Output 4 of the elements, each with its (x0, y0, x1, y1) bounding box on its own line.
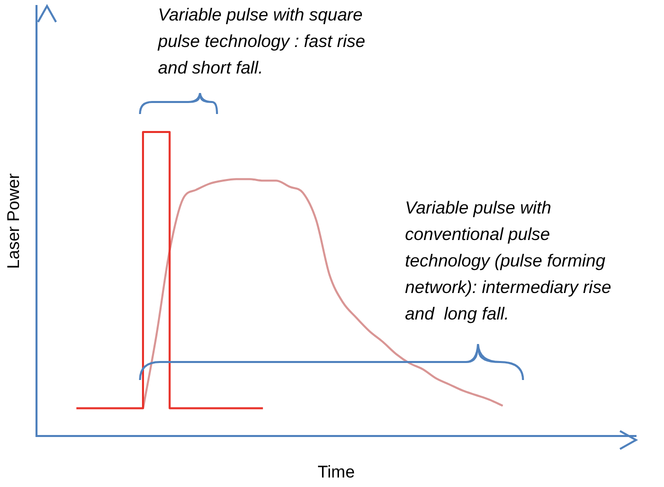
text: Variable pulse with square pulse technology : fast rise and short fall. (157, 4, 366, 78)
annotation: Variable pulse with conventional pulse technology (pulse forming network): intermediary rise and long fall. (405, 198, 612, 324)
y-axis-title: Laser Power (4, 173, 23, 269)
x-axis-title: Time (318, 462, 355, 482)
